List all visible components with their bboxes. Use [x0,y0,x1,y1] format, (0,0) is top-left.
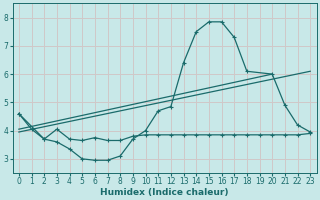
X-axis label: Humidex (Indice chaleur): Humidex (Indice chaleur) [100,188,229,197]
